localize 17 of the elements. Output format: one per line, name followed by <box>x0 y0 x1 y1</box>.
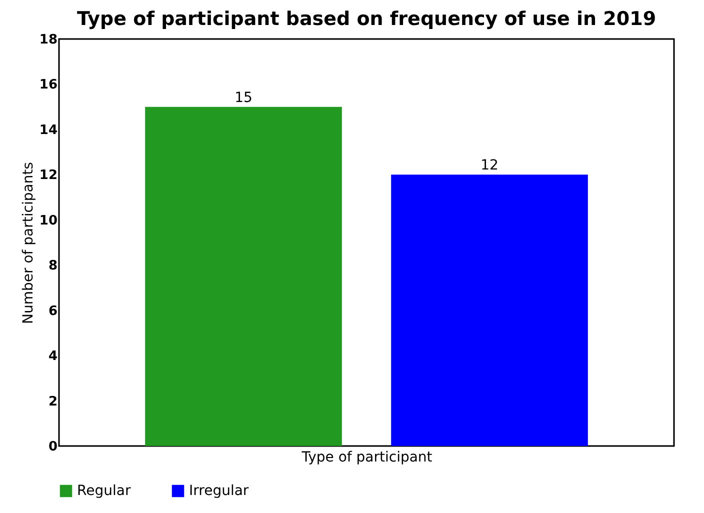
chart-title: Type of participant based on frequency of use in 2019 <box>76 8 656 30</box>
y-tick-label: 0 <box>48 440 58 454</box>
y-tick-label: 8 <box>48 258 58 274</box>
data-label: 15 <box>234 90 252 106</box>
y-tick-label: 12 <box>39 168 58 184</box>
y-axis-title: Number of participants <box>20 162 36 324</box>
y-tick-label: 16 <box>39 78 58 93</box>
y-tick-label: 2 <box>48 394 58 410</box>
y-tick-label: 6 <box>48 304 58 319</box>
legend-label: Regular <box>77 483 131 499</box>
legend-label: Irregular <box>189 483 249 499</box>
y-tick-label: 10 <box>39 213 58 228</box>
data-label: 12 <box>480 158 498 174</box>
y-tick-label: 4 <box>48 349 58 364</box>
y-tick-label: 14 <box>39 122 58 138</box>
x-axis-title: Type of participant <box>300 450 433 466</box>
y-tick-label: 18 <box>39 32 58 48</box>
